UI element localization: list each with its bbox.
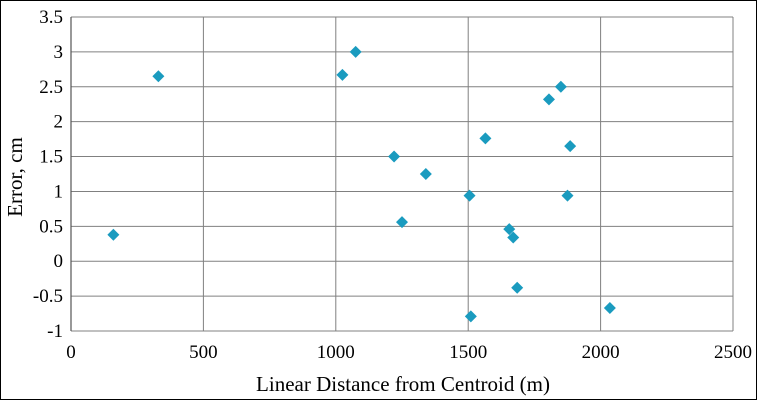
x-tick-label: 2000 <box>582 342 620 363</box>
data-point <box>507 231 520 244</box>
data-point <box>603 301 616 314</box>
data-point <box>554 80 567 93</box>
data-point <box>503 223 516 236</box>
y-tick-label: 3.5 <box>39 7 63 28</box>
data-point <box>564 140 577 153</box>
data-point <box>388 150 401 163</box>
y-tick-label: 0.5 <box>39 216 63 237</box>
y-tick-label: -0.5 <box>33 286 63 307</box>
y-tick-label: 2.5 <box>39 77 63 98</box>
y-axis-tick-labels: 3.5 3 2.5 2 1.5 1 0.5 0 -0.5 -1 <box>33 7 63 342</box>
y-tick-label: 1.5 <box>39 147 63 168</box>
data-point <box>464 310 477 323</box>
grid-lines <box>70 16 734 332</box>
y-tick-label: 1 <box>54 181 64 202</box>
data-point <box>479 132 492 145</box>
data-point <box>463 189 476 202</box>
data-point <box>336 68 349 81</box>
x-tick-label: 2500 <box>714 342 752 363</box>
data-point <box>396 216 408 229</box>
y-tick-label: 0 <box>54 251 64 272</box>
data-point <box>511 281 524 294</box>
x-tick-label: 1000 <box>317 342 355 363</box>
data-point <box>349 45 362 58</box>
data-point <box>542 93 555 106</box>
x-tick-label: 1500 <box>449 342 487 363</box>
x-axis-title: Linear Distance from Centroid (m) <box>256 372 550 396</box>
data-point <box>561 189 574 202</box>
x-tick-label: 500 <box>189 342 218 363</box>
y-tick-label: 2 <box>54 112 64 133</box>
y-axis-title: Error, cm <box>3 137 27 217</box>
data-point <box>107 228 120 241</box>
y-tick-label: -1 <box>47 321 63 342</box>
x-tick-label: 0 <box>66 342 76 363</box>
x-axis-tick-labels: 0 500 1000 1500 2000 2500 <box>66 342 752 363</box>
data-point <box>419 168 432 180</box>
data-points <box>107 45 616 323</box>
data-point <box>152 70 165 83</box>
y-tick-label: 3 <box>54 42 64 63</box>
